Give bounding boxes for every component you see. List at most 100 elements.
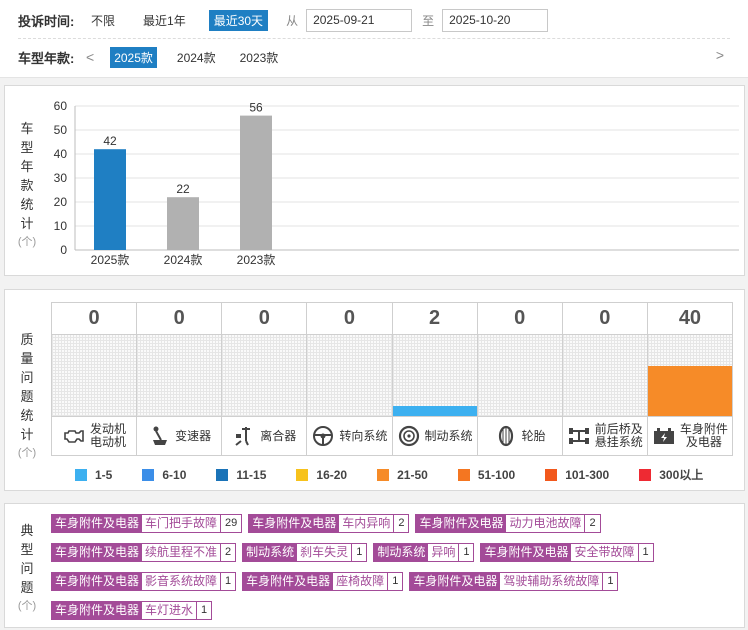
quality-stats-panel: 质 量 问 题 统 计 (个) 0 发动机 电动机 0: [4, 289, 745, 491]
to-date-input[interactable]: [442, 8, 549, 32]
quality-column-clutch[interactable]: 0 离合器: [222, 303, 308, 455]
quality-column-gearbox[interactable]: 0 变速器: [137, 303, 223, 455]
problem-tag-name: 刹车失灵: [297, 544, 352, 561]
quality-column-axle[interactable]: 0 前后桥及 悬挂系统: [562, 303, 648, 455]
from-date-input[interactable]: [306, 8, 413, 32]
problem-tag[interactable]: 车身附件及电器 驾驶辅助系统故障 1: [409, 572, 619, 591]
legend-label: 1-5: [95, 467, 113, 482]
problem-tag[interactable]: 车身附件及电器 动力电池故障 2: [415, 514, 601, 533]
y-tick-label: 30: [54, 171, 68, 185]
clutch-icon: [235, 427, 251, 446]
year-option-2023[interactable]: 2023款: [239, 50, 279, 65]
legend-item: 6-10: [142, 468, 186, 482]
problem-tag[interactable]: 制动系统 异响 1: [373, 543, 475, 562]
problem-tag[interactable]: 制动系统 刹车失灵 1: [242, 543, 368, 562]
quality-label: 轮胎: [478, 417, 562, 455]
problem-tag[interactable]: 车身附件及电器 车灯进水 1: [51, 601, 213, 620]
problem-tag[interactable]: 车身附件及电器 车内异响 2: [248, 514, 410, 533]
y-tick-label: 50: [54, 123, 68, 137]
quality-bar: [52, 335, 137, 417]
axle-icon: [568, 428, 589, 444]
problem-tag[interactable]: 车身附件及电器 影音系统故障 1: [51, 572, 237, 591]
problem-tag[interactable]: 车身附件及电器 车门把手故障 29: [51, 514, 243, 533]
quality-label: 发动机 电动机: [52, 417, 136, 455]
quality-label-char: 问: [20, 370, 34, 385]
quality-column-brake[interactable]: 2 制动系统: [392, 303, 478, 455]
legend-label: 51-100: [477, 467, 516, 482]
filter-section: 投诉时间: 不限 最近1年 最近30天 从 至 车型年款: < 2025款 20…: [0, 0, 748, 78]
quality-label-char: 题: [20, 389, 34, 404]
problem-tag[interactable]: 车身附件及电器 座椅故障 1: [242, 572, 404, 591]
quality-label: 前后桥及 悬挂系统: [563, 417, 647, 455]
next-year-arrow[interactable]: >: [715, 47, 724, 63]
bar-2023款: [240, 115, 272, 250]
problem-tag-name: 动力电池故障: [506, 515, 585, 532]
year-filter-label: 车型年款:: [18, 50, 75, 66]
quality-label-line1: 转向系统: [339, 428, 388, 443]
problem-tag-count: 1: [196, 602, 212, 619]
quality-column-engine[interactable]: 0 发动机 电动机: [52, 303, 138, 455]
y-tick-label: 20: [54, 195, 68, 209]
year-stats-unit: (个): [17, 236, 37, 248]
legend-swatch: [296, 468, 309, 481]
quality-column-steering[interactable]: 0 转向系统: [307, 303, 393, 455]
to-label: 至: [422, 13, 435, 28]
problem-tag-count: 29: [220, 515, 242, 532]
quality-label-char: 计: [20, 427, 34, 442]
problem-tag-category: 车身附件及电器: [52, 515, 143, 532]
time-option-unlimited[interactable]: 不限: [91, 13, 116, 28]
problem-tag-category: 制动系统: [243, 544, 298, 561]
problem-tag[interactable]: 车身附件及电器 续航里程不准 2: [51, 543, 237, 562]
problem-tag-name: 驾驶辅助系统故障: [500, 573, 603, 590]
year-stats-label-char: 年: [20, 159, 34, 174]
year-option-2024[interactable]: 2024款: [176, 50, 216, 65]
time-option-last-30-days[interactable]: 最近30天: [208, 9, 269, 31]
problem-tag-name: 车门把手故障: [142, 515, 221, 532]
quality-label-char: 统: [20, 408, 34, 423]
year-stats-label-char: 计: [20, 216, 34, 231]
time-filter-row: 投诉时间: 不限 最近1年 最近30天 从 至: [18, 8, 730, 32]
year-option-2025[interactable]: 2025款: [110, 46, 157, 68]
legend-swatch: [216, 468, 229, 481]
quality-label-line1: 前后桥及: [594, 422, 643, 436]
quality-label-line1: 制动系统: [424, 428, 473, 443]
legend-item: 1-5: [75, 468, 112, 482]
legend-swatch: [545, 468, 558, 481]
year-stats-label-char: 车: [20, 121, 34, 136]
problem-tag-category: 车身附件及电器: [416, 515, 507, 532]
problem-tag-count: 2: [220, 544, 236, 561]
year-stats-label: 车 型 年 款 统 计 (个): [15, 119, 39, 252]
typical-problems-panel: 典 型 问 题 (个) 车身附件及电器 车门把手故障 29 车身附件及电器 车内异响 2 车…: [4, 503, 745, 628]
year-stats-label-char: 型: [20, 140, 34, 155]
legend-swatch: [457, 468, 470, 481]
legend-item: 16-20: [296, 468, 347, 482]
quality-count: 40: [647, 303, 732, 335]
problem-tag-count: 2: [393, 515, 409, 532]
time-option-last-year[interactable]: 最近1年: [143, 13, 186, 28]
gearbox-icon: [153, 426, 168, 445]
legend-item: 101-300: [545, 468, 609, 482]
quality-unit: (个): [17, 447, 37, 459]
quality-column-tire[interactable]: 0 轮胎: [477, 303, 563, 455]
from-label: 从: [286, 13, 299, 28]
typical-label-char: 题: [20, 580, 34, 595]
legend-item: 300以上: [639, 466, 703, 483]
quality-column-body-electrical[interactable]: 40 车身附件 及电器: [647, 303, 732, 455]
legend-label: 6-10: [162, 467, 187, 482]
year-stats-bar-chart: 0 10 20 30 40 50 60 42 2025款 22 2024款 56 2023款: [54, 99, 739, 267]
problem-tag-name: 异响: [428, 544, 459, 561]
legend-label: 21-50: [397, 467, 428, 482]
quality-bar: [137, 335, 222, 417]
quality-label: 车身附件 及电器: [648, 417, 732, 455]
legend-swatch: [75, 468, 87, 481]
quality-bar-fill: [392, 406, 477, 416]
quality-label: 转向系统: [307, 417, 391, 455]
quality-bar: [222, 335, 307, 417]
quality-count: 0: [477, 303, 562, 335]
quality-label-line2: 及电器: [685, 435, 722, 449]
problem-tag[interactable]: 车身附件及电器 安全带故障 1: [480, 543, 654, 562]
problem-tag-name: 安全带故障: [571, 544, 638, 561]
prev-year-arrow[interactable]: <: [86, 49, 95, 65]
problem-tag-category: 车身附件及电器: [243, 573, 334, 590]
quality-count: 0: [52, 303, 137, 335]
